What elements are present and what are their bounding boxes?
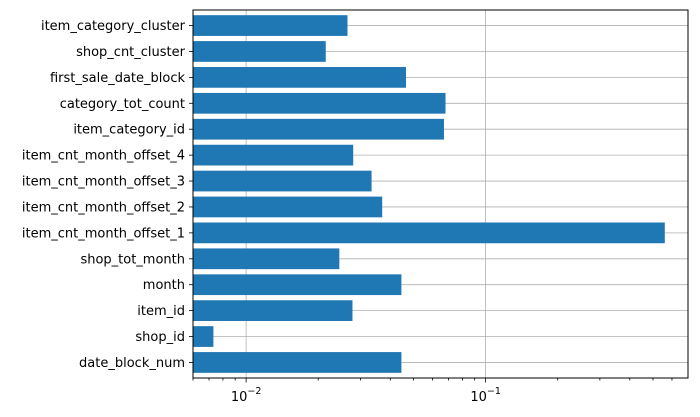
y-tick-label: date_block_num (79, 356, 185, 371)
x-tick-label: 10−2 (231, 386, 262, 405)
bar-item_id (193, 300, 353, 321)
bar-date_block_num (193, 352, 402, 373)
bar-item_cnt_month_offset_4 (193, 144, 354, 166)
labels-layer: date_block_num shop_id item_id month shop_to… (22, 19, 501, 405)
bar-shop_id (193, 326, 214, 347)
y-tick-label: first_sale_date_block (50, 71, 186, 86)
bar-item_cnt_month_offset_1 (193, 222, 665, 244)
bar-month (193, 274, 402, 296)
bar-item_cnt_month_offset_3 (193, 170, 372, 192)
bar-item_cnt_month_offset_2 (193, 196, 383, 218)
bar-first_sale_date_block (193, 67, 406, 88)
bar-item_category_id (193, 118, 444, 140)
plot-frame (192, 9, 689, 379)
bar-shop_cnt_cluster (193, 41, 326, 62)
y-tick-label: item_cnt_month_offset_3 (22, 175, 185, 190)
y-tick-label: item_cnt_month_offset_4 (22, 149, 185, 164)
y-tick-label: shop_id (135, 330, 185, 345)
y-tick-label: shop_cnt_cluster (76, 45, 186, 60)
grid-layer (193, 10, 688, 378)
bars-layer (193, 15, 665, 373)
x-tick-label: 10−1 (470, 386, 501, 405)
y-tick-label: item_cnt_month_offset_2 (22, 200, 185, 215)
y-tick-label: category_tot_count (60, 97, 185, 112)
bar-item_category_cluster (193, 15, 348, 36)
y-tick-label: shop_tot_month (80, 252, 185, 267)
y-tick-label: item_id (137, 304, 185, 319)
y-tick-label: item_cnt_month_offset_1 (22, 226, 185, 241)
bar-shop_tot_month (193, 248, 340, 270)
axes-layer (189, 9, 689, 383)
y-tick-label: month (143, 278, 185, 293)
bar-category_tot_count (193, 92, 446, 114)
y-tick-label: item_category_cluster (41, 19, 186, 34)
y-tick-label: item_category_id (73, 123, 185, 138)
